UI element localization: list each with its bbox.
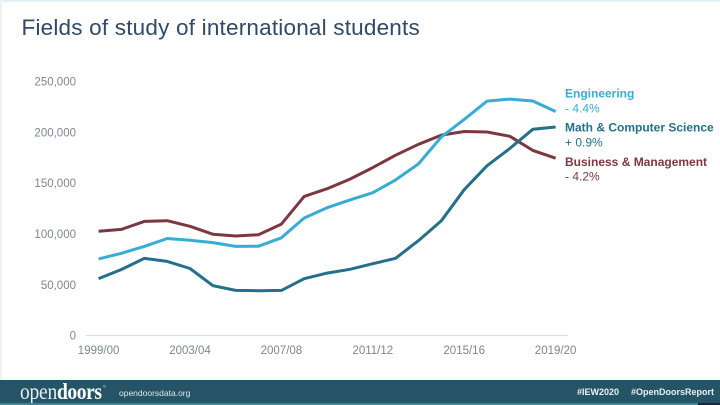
svg-text:150,000: 150,000 — [34, 178, 76, 190]
svg-text:Business & Management: Business & Management — [565, 155, 707, 169]
svg-text:- 4.4%: - 4.4% — [565, 102, 600, 116]
svg-text:+ 0.9%: + 0.9% — [565, 136, 603, 150]
svg-text:1999/00: 1999/00 — [78, 345, 120, 357]
svg-text:2007/08: 2007/08 — [261, 345, 303, 357]
svg-text:250,000: 250,000 — [34, 77, 76, 89]
svg-text:2019/20: 2019/20 — [535, 345, 577, 357]
svg-text:2011/12: 2011/12 — [352, 345, 393, 357]
svg-text:Math & Computer Science: Math & Computer Science — [565, 121, 714, 135]
svg-text:100,000: 100,000 — [34, 229, 76, 241]
svg-text:0: 0 — [70, 331, 76, 343]
svg-text:2015/16: 2015/16 — [443, 345, 485, 357]
svg-text:Engineering: Engineering — [565, 87, 634, 101]
svg-text:- 4.2%: - 4.2% — [565, 170, 600, 184]
svg-text:50,000: 50,000 — [41, 280, 76, 292]
svg-text:200,000: 200,000 — [34, 127, 76, 139]
svg-text:2003/04: 2003/04 — [169, 345, 211, 357]
